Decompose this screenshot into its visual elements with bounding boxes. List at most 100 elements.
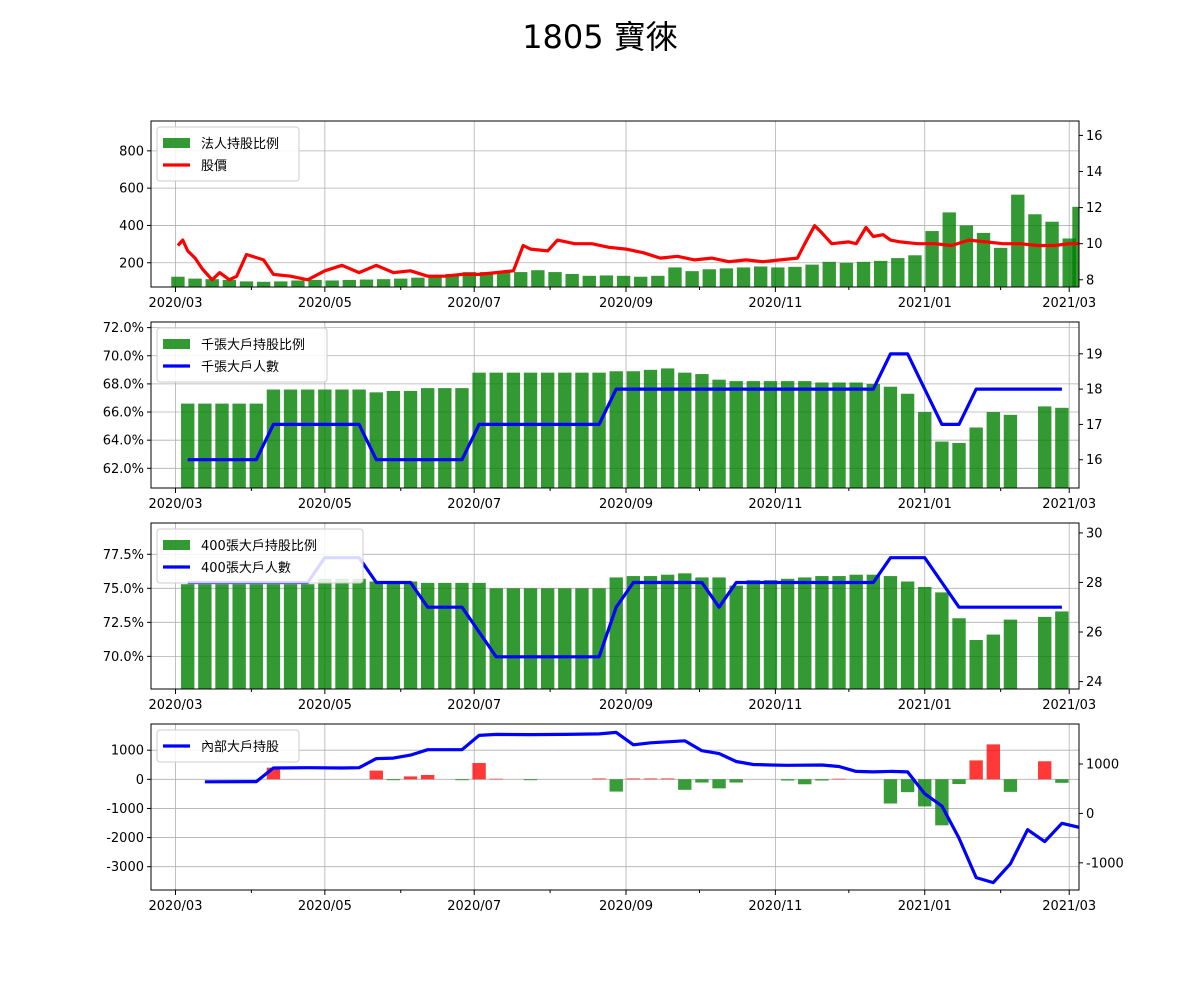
bar-3-9 — [592, 778, 606, 780]
bar-3-31 — [1055, 779, 1069, 783]
left-tick-label-2-0: 70.0% — [103, 650, 144, 665]
left-tick-label-1-2: 66.0% — [103, 406, 144, 421]
bar-2-17 — [472, 582, 486, 689]
bar-1-0 — [181, 403, 195, 488]
bar-2-49 — [1038, 616, 1052, 689]
bar-0-15 — [428, 275, 442, 287]
right-tick-label-1-0: 16 — [1086, 453, 1103, 468]
bar-2-6 — [283, 584, 298, 689]
x-tick-label-3-3: 2020/09 — [599, 899, 653, 914]
x-tick-label-2-1: 2020/05 — [298, 698, 352, 713]
bar-3-1 — [369, 770, 383, 780]
bar-1-44 — [935, 441, 949, 488]
legend-bar-swatch-1 — [163, 339, 190, 349]
bar-1-48 — [1003, 414, 1018, 488]
bar-0-26 — [616, 275, 631, 287]
bar-1-45 — [952, 442, 966, 488]
bar-2-11 — [369, 581, 383, 689]
bar-2-22 — [558, 588, 572, 689]
bar-2-2 — [215, 584, 229, 689]
left-tick-label-0-1: 400 — [119, 219, 144, 234]
bar-3-3 — [403, 776, 418, 780]
bar-2-45 — [952, 618, 966, 689]
bar-0-34 — [754, 266, 768, 287]
bar-1-41 — [883, 386, 898, 488]
bar-3-14 — [678, 779, 692, 790]
plot-frame-1 — [150, 321, 1080, 489]
bar-1-18 — [489, 372, 503, 488]
x-tick-label-2-0: 2020/03 — [148, 698, 202, 713]
legend-label-0-1: 股價 — [201, 159, 227, 174]
x-tick-label-0-0: 2020/03 — [148, 296, 202, 311]
bar-1-35 — [780, 381, 795, 488]
legend-label-0-0: 法人持股比例 — [201, 137, 279, 152]
bar-2-23 — [575, 588, 589, 689]
bar-0-6 — [274, 281, 288, 287]
bar-2-3 — [232, 584, 246, 689]
bar-0-1 — [188, 278, 202, 287]
bar-1-30 — [695, 374, 709, 488]
bar-2-28 — [660, 574, 675, 689]
bar-3-11 — [626, 778, 641, 780]
x-tick-label-1-0: 2020/03 — [148, 497, 202, 512]
bar-0-49 — [1011, 194, 1025, 287]
left-tick-label-3-1: -2000 — [106, 831, 144, 846]
x-tick-label-2-5: 2021/01 — [898, 698, 952, 713]
right-tick-label-3-0: -1000 — [1086, 856, 1124, 871]
bar-2-4 — [249, 584, 263, 689]
bar-1-9 — [335, 389, 349, 488]
bar-2-15 — [438, 582, 452, 689]
legend-box-0 — [156, 126, 300, 182]
bar-3-30 — [1038, 761, 1052, 780]
x-tick-label-0-3: 2020/09 — [599, 296, 653, 311]
bar-1-49 — [1038, 406, 1052, 488]
bar-0-33 — [736, 267, 751, 287]
bar-2-25 — [609, 577, 623, 689]
bar-1-40 — [866, 383, 881, 488]
bar-2-18 — [489, 588, 503, 689]
bar-3-12 — [643, 778, 658, 780]
right-tick-label-3-2: 1000 — [1086, 758, 1119, 773]
bar-2-10 — [352, 578, 366, 689]
bar-1-16 — [455, 388, 469, 488]
right-tick-label-0-3: 14 — [1086, 165, 1103, 180]
bar-0-42 — [891, 258, 905, 287]
bar-0-3 — [222, 279, 237, 287]
bar-1-33 — [746, 381, 761, 488]
bar-1-11 — [369, 392, 383, 488]
plot-frame-0 — [150, 120, 1080, 288]
x-tick-label-2-6: 2021/03 — [1042, 698, 1096, 713]
bar-1-3 — [232, 403, 246, 488]
bar-2-44 — [935, 592, 949, 689]
bar-0-12 — [376, 279, 391, 287]
legend-label-2-0: 400張大戶持股比例 — [201, 539, 317, 554]
bar-1-7 — [301, 389, 315, 488]
left-tick-label-3-0: -3000 — [106, 860, 144, 875]
bar-0-8 — [308, 279, 322, 287]
left-tick-label-0-3: 800 — [119, 144, 144, 159]
legend-box-1 — [156, 327, 328, 383]
bar-1-15 — [438, 388, 452, 488]
bar-3-29 — [1003, 779, 1018, 792]
bar-1-5 — [266, 389, 281, 488]
bar-3-2 — [386, 779, 401, 781]
x-tick-label-1-1: 2020/05 — [298, 497, 352, 512]
right-tick-label-2-1: 26 — [1086, 626, 1103, 641]
bar-3-20 — [815, 779, 829, 781]
left-tick-label-2-3: 77.5% — [103, 548, 144, 563]
x-tick-label-1-5: 2021/01 — [898, 497, 952, 512]
legend-label-1-0: 千張大戶持股比例 — [201, 338, 305, 353]
left-tick-label-1-1: 64.0% — [103, 434, 144, 449]
bar-2-43 — [918, 586, 932, 689]
bar-2-13 — [403, 581, 418, 689]
bar-2-48 — [1003, 619, 1018, 689]
bar-0-53 — [1072, 206, 1079, 287]
bar-2-32 — [729, 585, 743, 689]
bar-1-8 — [318, 389, 332, 488]
series-line-0 — [176, 224, 1079, 282]
bar-1-28 — [660, 368, 675, 488]
bar-0-23 — [565, 273, 579, 287]
right-tick-label-3-1: 0 — [1086, 807, 1094, 822]
bar-0-45 — [942, 212, 956, 287]
